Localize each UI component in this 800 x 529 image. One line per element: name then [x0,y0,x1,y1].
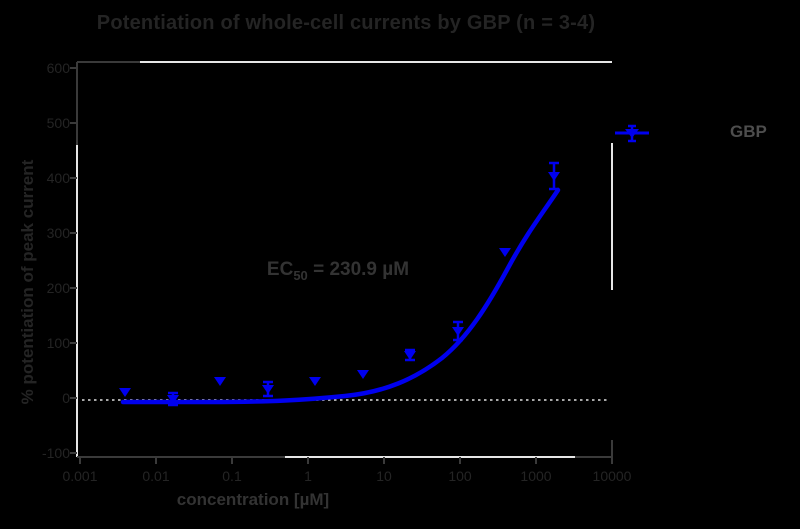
data-point-marker [214,377,226,386]
data-point-marker [499,248,511,257]
x-tick-label: 0.1 [222,468,242,484]
data-point-marker [167,395,179,404]
data-point-marker [357,370,369,379]
x-tick-label: 1 [304,468,312,484]
data-point-marker [119,388,131,397]
data-point-marker [452,327,464,336]
fit-curve [120,187,561,405]
ec50-prefix: EC [266,259,294,280]
y-tick-label: 300 [46,225,70,241]
y-tick-label: 100 [46,335,70,351]
x-tick-label: 0.01 [142,468,170,484]
y-tick-label: 500 [46,115,70,131]
y-tick-label: 200 [46,280,70,296]
x-tick-label: 10000 [592,468,632,484]
data-points [119,161,560,407]
y-tick-label: 0 [62,390,70,406]
x-tick-label: 0.001 [62,468,98,484]
data-point-marker [309,377,321,386]
y-tick-label: -100 [41,445,70,461]
ec50-annotation: EC50 = 230.9 µM [248,259,428,283]
chart-title: Potentiation of whole-cell currents by G… [96,12,596,34]
legend-key-symbol [615,124,649,143]
data-point-marker [262,385,274,394]
ec50-value: = 230.9 µM [307,259,410,280]
x-axis-label: concentration [µM] [176,490,330,509]
y-tick-label: 400 [46,170,70,186]
x-tick-label: 1000 [520,468,552,484]
y-tick-label: 600 [46,60,70,76]
ec50-subscript: 50 [293,267,308,283]
data-point-marker [548,172,560,181]
x-axis-ticks [79,457,613,464]
data-point-marker [404,351,416,360]
plot-frame [76,61,613,458]
x-tick-label: 10 [376,468,392,484]
y-axis-ticks [70,67,77,454]
x-tick-label: 100 [448,468,472,484]
legend-series-label: GBP [730,122,767,141]
